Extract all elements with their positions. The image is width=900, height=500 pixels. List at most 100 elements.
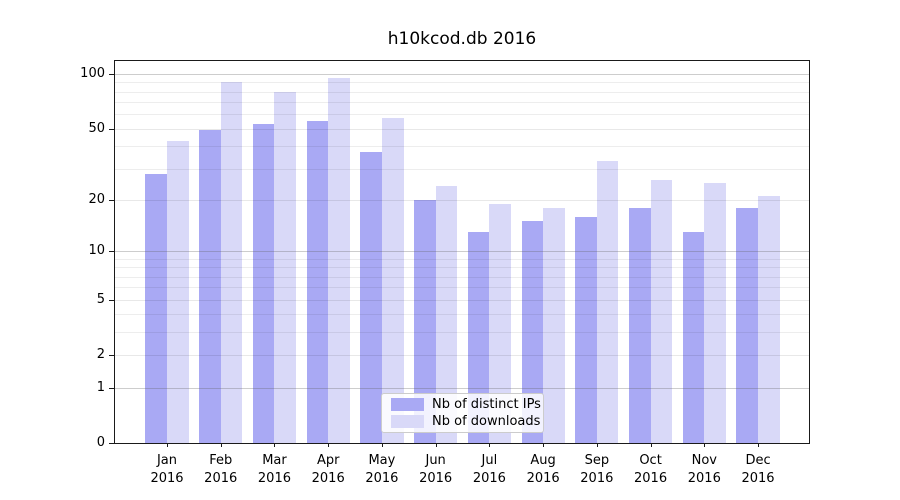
x-axis-tick-label: Aug 2016 [516,452,570,488]
bar-distinct-ips-jan [145,173,167,443]
legend-item-downloads: Nb of downloads [391,414,543,429]
legend-label-distinct-ips: Nb of distinct IPs [432,396,541,412]
x-label-month: Jun [425,453,446,468]
x-label-year: 2016 [365,471,399,486]
bar-downloads-aug [543,207,565,443]
bar-distinct-ips-dec [736,207,759,443]
x-label-year: 2016 [150,471,184,486]
bar-downloads-dec [758,195,780,443]
gridline-minor [115,91,809,93]
x-axis-tick [650,443,652,447]
x-label-month: Mar [262,453,287,468]
y-axis-tick [109,299,114,301]
bar-distinct-ips-may [360,152,382,443]
y-axis-tick-label: 20 [88,191,105,207]
bar-downloads-sep [596,161,619,443]
bar-distinct-ips-jul [467,232,490,443]
y-axis-tick [109,355,114,357]
y-axis-tick [109,199,114,201]
x-label-month: Jul [481,453,498,468]
x-label-month: Aug [530,453,556,468]
x-label-month: Apr [316,453,340,468]
x-label-month: Dec [745,453,771,468]
y-axis-tick-label: 100 [80,66,105,82]
bar-distinct-ips-mar [252,124,275,443]
y-axis-tick-label: 5 [96,291,105,307]
y-axis-tick-label: 10 [88,243,105,259]
x-axis-tick [167,443,168,447]
x-axis-tick [704,443,706,447]
x-axis-tick [381,443,383,447]
x-label-year: 2016 [526,471,560,486]
y-axis-tick [109,128,114,130]
bar-distinct-ips-feb [199,130,221,443]
bar-distinct-ips-jun [414,199,436,443]
x-axis-tick-label: Apr 2016 [301,452,355,488]
x-label-year: 2016 [419,471,453,486]
x-axis-tick-label: Jul 2016 [462,452,516,488]
y-axis-tick [109,443,114,444]
x-label-month: May [368,453,396,468]
y-axis-tick [109,251,114,253]
x-axis-tick [489,443,491,447]
legend: Nb of distinct IPs Nb of downloads [381,393,544,433]
bar-downloads-oct [650,179,673,443]
bar-downloads-jul [489,203,511,443]
bar-downloads-apr [328,78,350,443]
bar-downloads-mar [274,91,297,443]
x-axis-tick [220,443,222,447]
bar-downloads-jan [167,140,189,443]
y-axis-tick-label: 2 [96,347,105,363]
x-label-month: Feb [209,453,233,468]
x-label-year: 2016 [311,471,345,486]
x-axis-tick-label: Dec 2016 [731,452,785,488]
x-axis-tick [274,443,276,447]
bar-downloads-may [381,118,404,443]
gridline-minor [115,102,809,104]
x-label-month: Jan [156,453,178,468]
x-label-year: 2016 [687,471,721,486]
bar-distinct-ips-sep [575,216,597,443]
y-axis-tick [109,387,114,389]
x-axis-tick-label: Mar 2016 [247,452,301,488]
x-label-year: 2016 [472,471,506,486]
x-axis-tick [758,443,760,447]
bar-downloads-nov [704,182,726,443]
x-label-month: Sep [584,453,610,468]
x-axis-tick-label: May 2016 [355,452,409,488]
x-label-year: 2016 [741,471,775,486]
x-label-year: 2016 [580,471,614,486]
x-axis-tick-label: Jun 2016 [409,452,463,488]
x-axis-tick-label: Feb 2016 [194,452,248,488]
legend-item-distinct-ips: Nb of distinct IPs [391,396,543,412]
gridline-minor [115,82,809,84]
x-label-year: 2016 [204,471,238,486]
x-label-month: Nov [691,453,717,468]
x-axis-tick-label: Sep 2016 [570,452,624,488]
chart-title: h10kcod.db 2016 [387,29,537,49]
x-axis-tick [435,443,437,447]
y-axis-tick-label: 50 [88,120,105,136]
bar-downloads-jun [435,185,458,443]
x-label-year: 2016 [634,471,668,486]
x-axis-tick [543,443,545,447]
x-axis-tick-label: Oct 2016 [624,452,678,488]
x-axis-tick [328,443,330,447]
y-axis-tick-label: 0 [96,435,105,450]
x-label-month: Oct [639,453,662,468]
legend-swatch-downloads [391,415,424,428]
bar-distinct-ips-oct [628,207,651,443]
bar-distinct-ips-aug [521,221,544,443]
bar-distinct-ips-apr [306,121,329,443]
bar-downloads-feb [220,82,243,443]
x-axis-tick-label: Nov 2016 [677,452,731,488]
bar-distinct-ips-nov [682,232,705,443]
gridline-minor [115,114,809,116]
plot-area: 0 1 2 5 10 20 50 100 Jan 2016 Feb 2016 Mar 2016 Apr 201… [80,60,810,486]
y-axis-tick-label: 1 [96,379,105,395]
x-axis-tick [596,443,598,447]
x-label-year: 2016 [257,471,291,486]
gridline-major [115,74,809,76]
legend-swatch-distinct-ips [391,398,424,411]
